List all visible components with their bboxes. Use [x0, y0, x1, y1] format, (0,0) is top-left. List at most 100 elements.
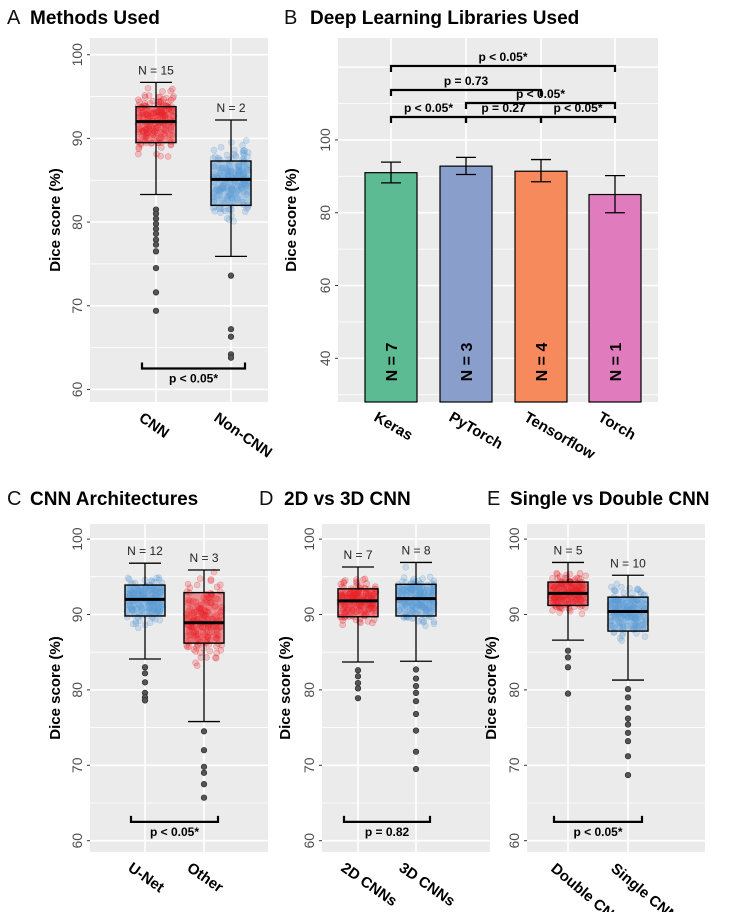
data-point [138, 605, 146, 613]
data-point [203, 598, 211, 606]
data-point [236, 181, 244, 189]
panel-title: Methods Used [30, 8, 160, 29]
p-value-label: p = 0.27 [481, 101, 526, 115]
data-point [228, 185, 236, 193]
data-point [346, 589, 354, 596]
data-point [242, 181, 249, 188]
data-point [420, 618, 427, 626]
data-point [204, 632, 211, 640]
data-point [575, 574, 582, 582]
x-tick-label: Torch [595, 409, 639, 444]
data-point [166, 131, 174, 138]
data-point [367, 602, 375, 610]
data-point [212, 595, 220, 602]
data-point [207, 593, 215, 600]
data-point [552, 594, 560, 602]
data-point [154, 129, 161, 137]
data-point [350, 589, 358, 597]
data-point [232, 190, 240, 197]
bar-group-0: N = 7 [364, 161, 418, 403]
data-point [355, 592, 363, 600]
data-point [144, 112, 152, 120]
data-point [556, 609, 563, 616]
data-point [200, 611, 208, 619]
data-point [368, 604, 375, 612]
data-point [224, 196, 231, 204]
data-point [406, 585, 414, 593]
data-point [556, 573, 564, 580]
data-point [235, 166, 243, 174]
data-point [549, 575, 556, 582]
data-point [630, 619, 638, 626]
p-value-label: p < 0.05* [478, 50, 527, 64]
data-point [133, 605, 141, 612]
data-point [346, 589, 354, 597]
data-point [146, 619, 154, 627]
data-point [611, 613, 619, 621]
outlier-point [141, 664, 149, 671]
data-point [200, 611, 208, 619]
data-point [350, 590, 357, 597]
y-tick-label: 100 [69, 43, 85, 67]
outlier-point [227, 326, 235, 333]
outlier-point [152, 265, 160, 272]
data-point [146, 113, 153, 120]
data-point [193, 644, 200, 651]
data-point [557, 595, 564, 603]
y-tick-label: 70 [506, 757, 522, 773]
panel-title: Single vs Double CNN [510, 489, 710, 510]
data-point [189, 610, 196, 617]
data-point [633, 630, 640, 637]
x-tick-label: 2D CNNs [338, 859, 400, 910]
data-point [240, 169, 247, 177]
data-point [577, 579, 584, 587]
data-point [217, 646, 225, 654]
data-point [199, 624, 206, 631]
outlier-point [564, 690, 572, 697]
data-point [227, 168, 235, 175]
data-point [129, 588, 136, 595]
data-point [199, 628, 207, 636]
data-point [142, 585, 149, 593]
n-label: N = 10 [610, 556, 646, 570]
data-point [548, 582, 556, 590]
x-tick-label: Tensorflow [521, 409, 598, 463]
x-tick-label: Single CNN [607, 860, 681, 912]
data-point [146, 608, 153, 616]
panel-a: A Methods Used 60 70 80 90 100 Dice score (%) CN… [7, 7, 275, 462]
data-point [349, 593, 356, 600]
data-point [408, 580, 416, 587]
data-point [167, 96, 175, 104]
data-point [617, 613, 625, 621]
data-point [159, 88, 166, 95]
data-point [424, 588, 432, 595]
box-iqr [210, 160, 252, 207]
data-point [418, 601, 425, 609]
data-point [339, 621, 346, 629]
box-0: N = 15 [134, 63, 178, 314]
data-point [228, 195, 236, 203]
data-point [355, 589, 362, 597]
data-point [563, 582, 570, 590]
data-point [412, 605, 419, 612]
data-point [353, 589, 361, 597]
data-point [191, 608, 199, 616]
data-point [356, 602, 364, 610]
y-axis-label: Dice score (%) [283, 168, 300, 271]
data-point [627, 601, 634, 609]
data-point [415, 600, 422, 608]
n-label: N = 12 [127, 544, 163, 558]
data-point [341, 577, 349, 584]
data-point [577, 583, 584, 590]
data-point [348, 589, 356, 597]
data-point [211, 613, 219, 621]
data-point [132, 620, 140, 628]
data-point [217, 581, 224, 589]
data-point [620, 602, 628, 610]
p-value-label: p < 0.05* [553, 101, 602, 115]
box-iqr [395, 583, 437, 617]
x-tick-label: CNN [136, 409, 172, 442]
data-point [147, 109, 155, 117]
data-point [186, 631, 194, 639]
data-point [240, 151, 248, 159]
